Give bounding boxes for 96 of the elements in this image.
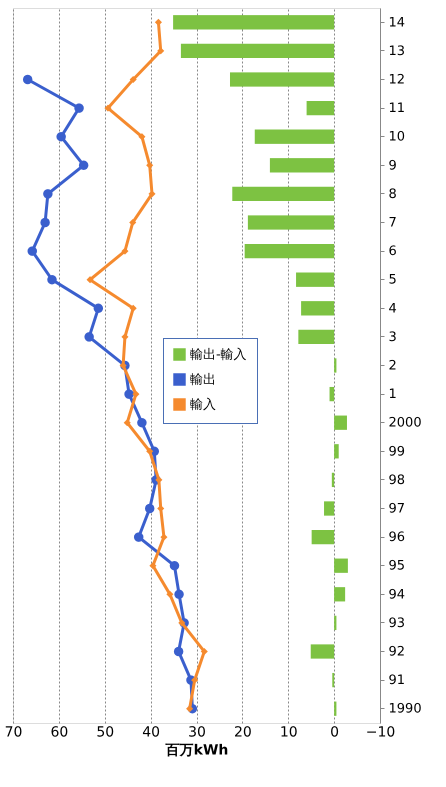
y-tick-label: 7	[388, 216, 397, 230]
point	[166, 590, 174, 598]
bar	[334, 444, 339, 458]
bar	[324, 501, 334, 516]
point	[22, 74, 32, 84]
point	[86, 276, 94, 284]
point	[130, 304, 137, 312]
x-tick-label: 30	[188, 724, 206, 740]
x-tick-label: 40	[142, 724, 160, 740]
point	[43, 189, 53, 199]
x-tick-label: −10	[366, 724, 396, 740]
x-tick-label: 60	[50, 724, 68, 740]
y-tick-label: 10	[388, 130, 406, 145]
y-tick-label: 11	[388, 101, 406, 116]
point	[124, 419, 131, 426]
y-tick-label: 14	[388, 15, 406, 30]
bar	[254, 130, 334, 144]
point	[174, 646, 184, 656]
bar	[306, 100, 334, 116]
y-tick-label: 2	[388, 358, 397, 374]
y-tick-label: 12	[388, 72, 406, 88]
y-tick-label: 3	[388, 330, 397, 345]
point	[146, 448, 154, 455]
point	[160, 534, 168, 541]
point	[40, 218, 50, 228]
bar	[232, 186, 334, 202]
y-tick-label: 93	[388, 616, 406, 631]
point	[132, 390, 140, 398]
point	[56, 132, 66, 142]
bar	[180, 44, 334, 58]
bar	[298, 330, 334, 344]
x-tick-label: 0	[330, 724, 340, 740]
point	[130, 76, 137, 84]
y-tick-label: 96	[388, 530, 406, 546]
point	[144, 504, 154, 514]
legend-label: 輸出-輸入	[190, 348, 247, 362]
y-tick-label: 1990	[388, 702, 422, 717]
y-tick-label: 91	[388, 673, 406, 688]
y-tick-label: 6	[388, 244, 397, 260]
bar	[230, 72, 334, 87]
point	[178, 619, 186, 626]
point	[104, 104, 112, 112]
y-tick-label: 8	[388, 186, 397, 202]
bar	[270, 158, 334, 172]
x-tick-label: 20	[234, 724, 252, 740]
y-tick-label: 99	[388, 444, 406, 460]
point	[129, 218, 136, 226]
legend-label: 輸出	[190, 372, 216, 388]
y-tick-label: 92	[388, 644, 406, 660]
y-tick-label: 95	[388, 558, 406, 574]
point	[124, 389, 134, 399]
point	[191, 676, 198, 684]
point	[121, 333, 128, 340]
point	[186, 705, 194, 712]
point	[137, 418, 147, 428]
bar	[330, 386, 334, 402]
point	[155, 476, 162, 484]
bar	[244, 244, 334, 258]
y-tick-label: 9	[388, 158, 397, 174]
y-tick-label: 97	[388, 502, 406, 516]
point	[138, 133, 146, 140]
point	[200, 648, 208, 656]
point	[149, 562, 156, 570]
y-tick-label: 1	[388, 387, 397, 402]
point	[174, 590, 184, 600]
point	[121, 248, 128, 255]
bar	[312, 530, 334, 544]
point	[28, 246, 38, 256]
legend-label: 輸入	[190, 398, 216, 412]
y-tick-label: 5	[388, 272, 397, 288]
bar	[173, 15, 334, 30]
x-tick-label: 10	[280, 724, 298, 740]
y-tick-label: 2000	[388, 416, 422, 431]
y-tick-label: 98	[388, 472, 406, 488]
bar	[301, 301, 334, 316]
bar	[310, 644, 334, 659]
y-tick-label: 13	[388, 44, 406, 59]
bar	[334, 416, 347, 430]
point	[134, 532, 144, 542]
point	[78, 160, 88, 170]
point	[94, 304, 104, 314]
point	[84, 332, 94, 342]
bar	[296, 272, 334, 287]
bar	[248, 215, 334, 230]
point	[146, 162, 154, 169]
point	[47, 274, 57, 284]
point	[170, 560, 180, 570]
y-tick-label: 4	[388, 301, 397, 316]
x-axis-title: 百万kWh	[164, 742, 228, 758]
x-tick-label: 70	[4, 724, 22, 740]
bar	[334, 587, 346, 602]
point	[74, 103, 84, 113]
y-tick-label: 94	[388, 587, 406, 602]
x-tick-label: 50	[96, 724, 114, 740]
bar	[334, 558, 348, 573]
point	[154, 18, 162, 26]
